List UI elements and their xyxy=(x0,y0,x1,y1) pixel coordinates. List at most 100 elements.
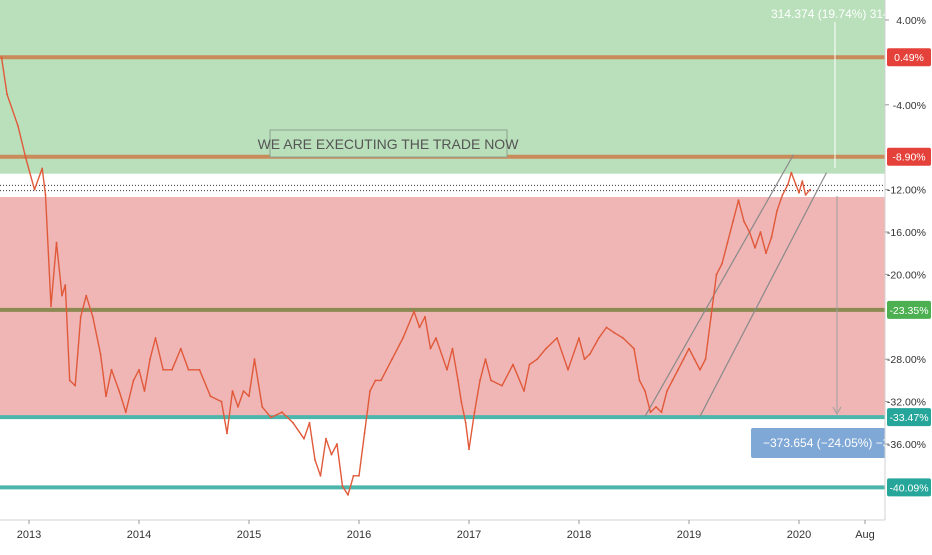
x-tick-label: 2015 xyxy=(237,529,261,541)
price-point xyxy=(671,379,674,382)
x-tick-label: 2014 xyxy=(127,529,151,541)
price-point xyxy=(336,443,338,445)
price-point xyxy=(528,363,531,366)
price-point xyxy=(682,358,685,361)
price-point xyxy=(460,400,463,403)
price-point xyxy=(644,390,646,392)
price-point xyxy=(613,331,616,334)
level-badge[interactable] xyxy=(887,300,931,319)
price-point xyxy=(666,390,668,392)
price-point xyxy=(68,379,71,382)
price-point xyxy=(704,358,707,361)
price-point xyxy=(55,241,58,244)
bottom-measure-box[interactable] xyxy=(751,428,891,458)
price-point xyxy=(220,400,223,403)
level-badge[interactable] xyxy=(887,147,931,166)
price-point xyxy=(325,437,327,440)
price-point xyxy=(457,379,459,382)
y-tick-label: -16.00% xyxy=(887,227,926,239)
price-point xyxy=(50,305,52,308)
price-point xyxy=(118,390,121,392)
price-point xyxy=(633,347,635,350)
price-point xyxy=(110,368,113,371)
price-point xyxy=(804,194,807,196)
channel-line-2[interactable] xyxy=(699,172,828,417)
channel-layer xyxy=(644,154,828,417)
x-tick-label: 2019 xyxy=(677,529,701,541)
price-axis-panel[interactable] xyxy=(885,0,932,520)
level-badge-label: -23.35% xyxy=(889,305,928,317)
price-point xyxy=(64,284,67,286)
price-point xyxy=(468,448,470,451)
price-point xyxy=(765,252,767,255)
price-point xyxy=(198,368,201,371)
price-point xyxy=(413,310,415,313)
y-tick-label: -12.00% xyxy=(887,185,926,197)
price-point xyxy=(314,459,316,461)
price-point xyxy=(358,474,360,477)
x-tick-label: 2020 xyxy=(787,529,811,541)
price-point xyxy=(124,411,127,414)
price-point xyxy=(74,384,77,387)
price-point xyxy=(776,209,778,212)
price-point xyxy=(341,485,344,488)
price-point xyxy=(589,353,591,355)
price-point xyxy=(242,390,245,392)
price-point xyxy=(374,379,377,382)
price-point xyxy=(638,379,641,382)
price-point xyxy=(732,220,734,223)
channel-line-1[interactable] xyxy=(644,154,795,417)
loss-zone xyxy=(0,197,885,418)
headline-text: WE ARE EXECUTING THE TRADE NOW xyxy=(258,136,520,152)
time-axis-panel[interactable] xyxy=(0,520,932,550)
price-point xyxy=(536,358,539,361)
level-badges: 0.49% -8.90% -23.35% -33.47% -40.09% xyxy=(887,48,931,497)
x-tick-label: 2016 xyxy=(347,529,371,541)
price-point xyxy=(688,347,690,350)
price-point xyxy=(319,474,322,477)
headline-box[interactable] xyxy=(269,129,508,158)
price-point xyxy=(484,358,487,361)
price-point xyxy=(261,406,264,408)
price-point xyxy=(451,347,454,350)
annotation-layer: 314.374 (19.74%) 31437 WE ARE EXECUTING … xyxy=(258,7,903,458)
price-point xyxy=(545,347,547,350)
price-point xyxy=(226,432,228,435)
x-axis: 2013 2014 2015 2016 2017 2018 2019 2020 Aug xyxy=(17,520,875,541)
price-point xyxy=(759,231,762,233)
level-badge-label: -40.09% xyxy=(889,482,928,494)
level-badge-label: -33.47% xyxy=(889,412,928,424)
bottom-measure-label: −373.654 (−24.05%) −37 xyxy=(763,436,896,450)
series-layer xyxy=(0,56,811,496)
y-tick-label: 4.00% xyxy=(896,15,926,27)
price-point xyxy=(512,363,514,366)
level-badge-label: -8.90% xyxy=(892,152,925,164)
levels-layer xyxy=(0,55,885,490)
price-point xyxy=(622,337,624,339)
x-tick-label: 2017 xyxy=(457,529,481,541)
price-point xyxy=(270,416,272,419)
price-point xyxy=(479,379,481,382)
price-point xyxy=(429,347,432,350)
price-point xyxy=(91,315,94,318)
price-point xyxy=(380,379,382,382)
price-point xyxy=(171,368,173,371)
price-point xyxy=(162,368,165,371)
x-tick-label: Aug xyxy=(855,529,875,541)
price-point xyxy=(781,194,784,196)
price-point xyxy=(798,191,800,194)
price-point xyxy=(0,56,3,58)
price-point xyxy=(85,294,88,297)
price-point xyxy=(801,180,804,183)
level-badge[interactable] xyxy=(887,408,931,427)
level-badge[interactable] xyxy=(887,478,931,497)
price-point xyxy=(435,337,437,339)
price-point xyxy=(464,421,467,424)
price-point xyxy=(418,326,421,329)
price-point xyxy=(132,379,135,382)
zones-layer xyxy=(0,0,885,418)
top-measure-label: 314.374 (19.74%) 31437 xyxy=(771,7,903,21)
level-badge[interactable] xyxy=(887,48,931,67)
